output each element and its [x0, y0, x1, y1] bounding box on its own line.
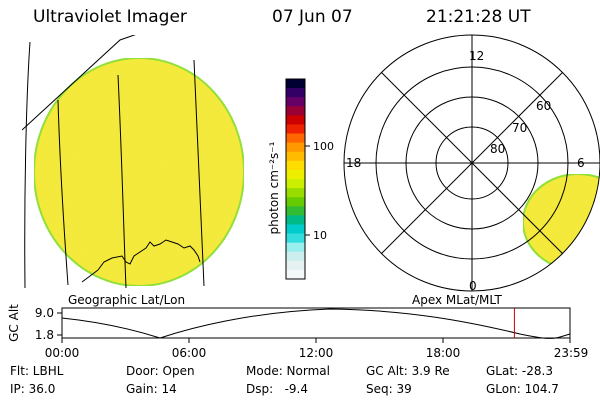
colorbar-swatch: [286, 233, 305, 244]
colorbar-swatch: [286, 142, 305, 153]
status-glat: GLat: -28.3: [486, 364, 553, 378]
grid-line: [22, 35, 136, 131]
colorbar-swatch: [286, 79, 305, 89]
timeline-xtick-1800: 18:00: [426, 346, 461, 360]
grid-line: [117, 74, 127, 288]
status-gain: Gain: 14: [126, 382, 177, 396]
colorbar-swatch: [286, 215, 305, 225]
mlt-label-12: 12: [469, 49, 484, 63]
colorbar-tick-10: 10: [313, 229, 327, 242]
earth-disk: [33, 57, 245, 287]
colorbar-swatch: [286, 97, 305, 107]
instrument-title: Ultraviolet Imager: [33, 7, 187, 27]
colorbar-swatch: [286, 179, 305, 189]
colorbar-swatch: [286, 115, 305, 125]
coastline-outline: [81, 269, 99, 283]
auroral-disk: [522, 173, 600, 271]
coastline: [97, 239, 201, 271]
timeline-ylabel: GC Alt: [7, 304, 21, 342]
colorbar-swatch: [286, 224, 305, 235]
lat-label-70: 70: [512, 121, 527, 135]
geographic-panel: [22, 35, 245, 288]
colorbar-swatch: [286, 151, 305, 162]
mlt-label-0: 0: [469, 279, 477, 293]
apex-label: Apex MLat/MLT: [412, 293, 502, 307]
lat-label-60: 60: [536, 99, 551, 113]
grid-line: [57, 99, 69, 286]
mlt-label-6: 6: [577, 156, 585, 170]
status-ip: IP: 36.0: [10, 382, 56, 396]
time-label: 21:21:28 UT: [426, 7, 531, 27]
colorbar-swatch: [286, 106, 305, 116]
timeline-ytick-9: 9.0: [35, 306, 54, 320]
polar-panel: 12 18 6 0 60 70 80: [343, 34, 600, 293]
timeline-xtick-2359: 23:59: [554, 346, 589, 360]
orbit-altitude-curve: [61, 308, 571, 339]
timeline-xtick-0000: 00:00: [45, 346, 80, 360]
status-mode: Mode: Normal: [246, 364, 330, 378]
timeline-xtick-0600: 06:00: [172, 346, 207, 360]
status-glon: GLon: 104.7: [486, 382, 559, 396]
status-gc-alt: GC Alt: 3.9 Re: [366, 364, 450, 378]
timeline-plot: 9.0 1.8 GC Alt 00:00 06:00 12:00 18:00 2…: [7, 304, 588, 360]
status-dsp: Dsp: -9.4: [246, 382, 309, 396]
status-seq: Seq: 39: [366, 382, 412, 396]
colorbar-swatch: [286, 160, 305, 171]
colorbar-swatch: [286, 124, 305, 135]
colorbar-swatch: [286, 206, 305, 216]
colorbar-swatch: [286, 269, 305, 280]
geographic-label: Geographic Lat/Lon: [68, 293, 185, 307]
status-filter: Flt: LBHL: [10, 364, 64, 378]
status-door: Door: Open: [126, 364, 195, 378]
colorbar-swatch: [286, 197, 305, 207]
colorbar-swatch: [286, 133, 305, 144]
mlt-label-18: 18: [346, 156, 361, 170]
timeline-ytick-1-8: 1.8: [35, 328, 54, 342]
date-label: 07 Jun 07: [272, 7, 353, 27]
colorbar-tick-100: 100: [313, 140, 334, 153]
colorbar-swatch: [286, 251, 305, 262]
colorbar-label: photon cm⁻²s⁻¹: [267, 141, 281, 234]
colorbar-swatch: [286, 88, 305, 98]
timeline-xtick-1200: 12:00: [299, 346, 334, 360]
grid-line: [193, 59, 205, 287]
colorbar-swatch: [286, 188, 305, 198]
colorbar-swatch: [286, 242, 305, 253]
colorbar-swatch: [286, 169, 305, 180]
lat-label-80: 80: [490, 142, 505, 156]
colorbar: 100 10 photon cm⁻²s⁻¹: [267, 78, 334, 280]
colorbar-swatch: [286, 260, 305, 271]
grid-line: [24, 41, 31, 288]
